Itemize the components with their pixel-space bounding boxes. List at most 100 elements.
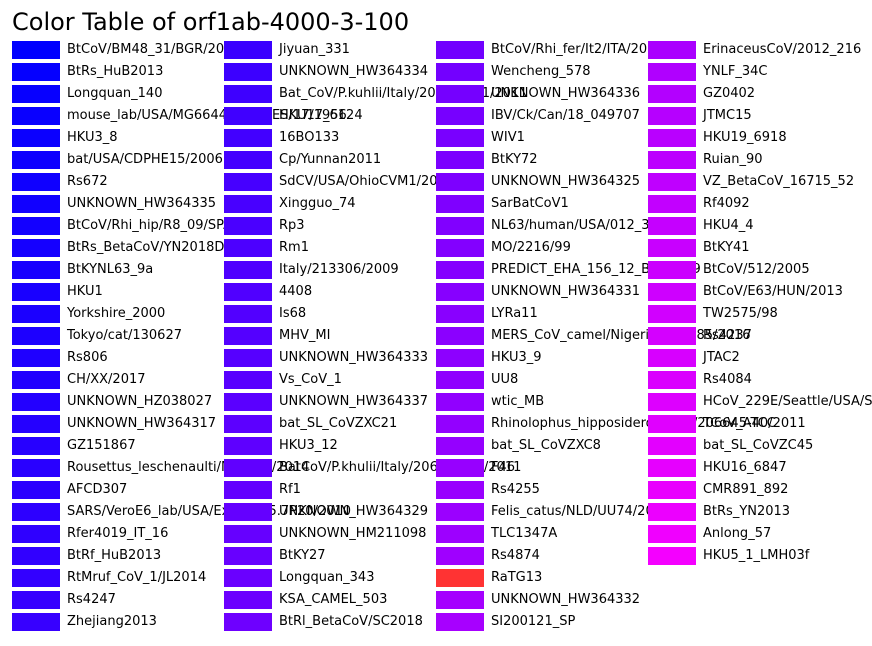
color-swatch bbox=[648, 217, 696, 235]
color-swatch bbox=[224, 459, 272, 477]
color-label: UNKNOWN_HW364329 bbox=[279, 504, 429, 519]
color-swatch bbox=[436, 481, 484, 499]
color-label: Tokyo/cat/130627 bbox=[67, 328, 182, 343]
color-label: UNKNOWN_HM211098 bbox=[279, 526, 427, 541]
color-swatch bbox=[648, 85, 696, 103]
color-label: BatCoV/P.khulii/Italy/206645-63/2011 bbox=[279, 460, 522, 475]
color-swatch bbox=[648, 63, 696, 81]
color-swatch bbox=[224, 371, 272, 389]
color-label: UNKNOWN_HW364317 bbox=[67, 416, 217, 431]
color-swatch bbox=[224, 129, 272, 147]
color-label: BtRf_HuB2013 bbox=[67, 548, 162, 563]
color-label: F46 bbox=[491, 460, 516, 475]
color-swatch bbox=[648, 173, 696, 191]
color-swatch bbox=[648, 503, 696, 521]
color-label: MO/2216/99 bbox=[491, 240, 571, 255]
color-swatch bbox=[648, 305, 696, 323]
color-label: UNKNOWN_HW364335 bbox=[67, 196, 217, 211]
color-swatch bbox=[436, 525, 484, 543]
color-label: UNKNOWN_HW364332 bbox=[491, 592, 641, 607]
color-label: HKU1 bbox=[67, 284, 103, 299]
color-label: BtKY41 bbox=[703, 240, 750, 255]
color-swatch bbox=[12, 569, 60, 587]
color-label: BtKYNL63_9a bbox=[67, 262, 154, 277]
color-swatch bbox=[648, 547, 696, 565]
color-label: HKU3_12 bbox=[279, 438, 338, 453]
color-swatch bbox=[12, 349, 60, 367]
color-swatch bbox=[12, 239, 60, 257]
color-label: Anlong_57 bbox=[703, 526, 772, 541]
color-swatch bbox=[224, 173, 272, 191]
color-swatch bbox=[436, 107, 484, 125]
color-swatch bbox=[436, 371, 484, 389]
color-label: Rs4247 bbox=[67, 592, 116, 607]
color-swatch bbox=[648, 525, 696, 543]
color-swatch bbox=[436, 613, 484, 631]
color-label: HKU3_9 bbox=[491, 350, 542, 365]
color-swatch bbox=[436, 41, 484, 59]
color-label: SI200121_SP bbox=[491, 614, 576, 629]
color-label: 4408 bbox=[279, 284, 313, 299]
color-label: GZ0402 bbox=[703, 86, 756, 101]
color-label: TLC1347A bbox=[491, 526, 558, 541]
color-label: JTAC2 bbox=[703, 350, 740, 365]
color-swatch bbox=[12, 503, 60, 521]
color-label: Rfer4019_IT_16 bbox=[67, 526, 169, 541]
color-swatch bbox=[12, 195, 60, 213]
color-label: Rs4084 bbox=[703, 372, 752, 387]
color-swatch bbox=[224, 261, 272, 279]
color-swatch bbox=[12, 591, 60, 609]
color-label: Rs4255 bbox=[491, 482, 540, 497]
color-label: HKU4_4 bbox=[703, 218, 754, 233]
color-swatch bbox=[224, 151, 272, 169]
color-swatch bbox=[648, 327, 696, 345]
color-swatch bbox=[224, 569, 272, 587]
color-swatch bbox=[12, 41, 60, 59]
color-swatch bbox=[436, 239, 484, 257]
color-label: HKU5_1_LMH03f bbox=[703, 548, 810, 563]
color-swatch bbox=[224, 415, 272, 433]
color-swatch bbox=[12, 393, 60, 411]
color-swatch bbox=[436, 173, 484, 191]
color-swatch bbox=[436, 393, 484, 411]
color-swatch bbox=[648, 107, 696, 125]
color-swatch bbox=[436, 151, 484, 169]
color-label: VZ_BetaCoV_16715_52 bbox=[703, 174, 855, 189]
color-swatch bbox=[12, 173, 60, 191]
color-label: Rf4092 bbox=[703, 196, 750, 211]
color-swatch bbox=[648, 195, 696, 213]
color-swatch bbox=[224, 305, 272, 323]
color-swatch bbox=[224, 437, 272, 455]
color-swatch bbox=[12, 371, 60, 389]
color-label: Rm1 bbox=[279, 240, 309, 255]
color-label: BtRs_HuB2013 bbox=[67, 64, 164, 79]
color-label: HCoV_229E/Seattle/USA/SC677/2012 bbox=[703, 394, 872, 409]
color-swatch bbox=[436, 503, 484, 521]
color-label: SdCV/USA/OhioCVM1/2014 bbox=[279, 174, 455, 189]
color-swatch bbox=[648, 41, 696, 59]
chart-title: Color Table of orf1ab-4000-3-100 bbox=[12, 8, 410, 36]
color-swatch bbox=[648, 129, 696, 147]
color-label: bat_SL_CoVZXC21 bbox=[279, 416, 398, 431]
color-label: Jiyuan_331 bbox=[279, 42, 350, 57]
color-label: Rousettus_leschenaulti/Menglai/2014 bbox=[67, 460, 310, 475]
color-swatch bbox=[436, 261, 484, 279]
color-label: RtMruf_CoV_1/JL2014 bbox=[67, 570, 207, 585]
color-swatch bbox=[224, 283, 272, 301]
color-label: BtCoV/512/2005 bbox=[703, 262, 810, 277]
color-label: JTMC15 bbox=[703, 108, 752, 123]
color-label: Longquan_140 bbox=[67, 86, 163, 101]
color-swatch bbox=[436, 591, 484, 609]
color-label: IBV/Ck/Can/18_049707 bbox=[491, 108, 640, 123]
color-swatch bbox=[224, 41, 272, 59]
color-label: BtKY27 bbox=[279, 548, 326, 563]
color-label: Felis_catus/NLD/UU74/2010 bbox=[491, 504, 671, 519]
color-label: Ruian_90 bbox=[703, 152, 763, 167]
color-swatch bbox=[436, 459, 484, 477]
color-swatch bbox=[12, 547, 60, 565]
color-swatch bbox=[224, 85, 272, 103]
color-swatch bbox=[12, 415, 60, 433]
color-swatch bbox=[224, 107, 272, 125]
color-label: Yorkshire_2000 bbox=[67, 306, 166, 321]
color-label: mouse_lab/USA/MG6644_HOLMES/17/1956 bbox=[67, 108, 347, 123]
